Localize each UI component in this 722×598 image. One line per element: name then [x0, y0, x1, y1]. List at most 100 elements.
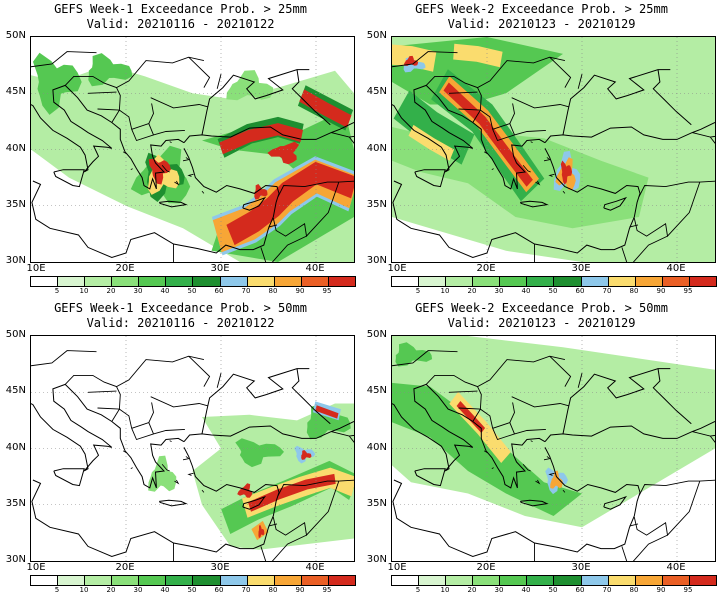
coastline — [414, 169, 446, 188]
lon-label: 10E — [387, 263, 407, 274]
lon-label: 10E — [26, 562, 46, 573]
colorbar-swatch — [634, 576, 662, 585]
island — [169, 440, 172, 443]
probability-shade — [404, 55, 419, 66]
colorbar-label: 20 — [106, 586, 116, 594]
lat-label: 45N — [366, 86, 387, 98]
border-line — [260, 247, 267, 262]
coastline — [519, 200, 549, 208]
colorbar-label: 5 — [415, 287, 421, 295]
coastline — [242, 495, 267, 510]
coastline — [201, 368, 310, 434]
colorbar-swatch — [607, 277, 635, 286]
island — [161, 463, 170, 472]
colorbar-swatch — [111, 576, 139, 585]
lat-label: 30N — [5, 255, 26, 266]
lat-label: 30N — [366, 554, 387, 565]
coastline — [392, 84, 474, 173]
colorbar-label: 50 — [548, 586, 558, 594]
lat-label: 35N — [5, 497, 26, 509]
border-line — [64, 56, 204, 89]
probability-shade — [395, 342, 433, 367]
coastline — [562, 368, 671, 434]
probability-shade — [148, 158, 171, 185]
colorbar-label: 20 — [467, 287, 477, 295]
island — [161, 164, 170, 173]
island — [543, 456, 551, 461]
colorbar-label: 30 — [494, 586, 504, 594]
coastline — [392, 479, 641, 558]
island — [174, 479, 180, 485]
colorbar-label: 60 — [575, 586, 585, 594]
coastline — [291, 368, 331, 425]
lon-label: 40E — [666, 263, 686, 274]
border-line — [148, 402, 154, 423]
colorbar-label: 30 — [133, 287, 143, 295]
colorbar-label: 40 — [160, 586, 170, 594]
lon-label: 40E — [305, 562, 325, 573]
island — [543, 157, 551, 162]
coastline — [31, 479, 280, 558]
panel-title: GEFS Week-1 Exceedance Prob. > 50mm — [54, 301, 307, 315]
border-line — [131, 422, 154, 435]
colorbar-label: 95 — [683, 586, 693, 594]
island — [530, 141, 533, 144]
colorbar-swatch — [634, 277, 662, 286]
colorbar-label: 70 — [241, 287, 251, 295]
lat-label: 45N — [5, 385, 26, 397]
colorbar-swatch — [472, 277, 500, 286]
border-line — [629, 523, 639, 527]
probability-shade — [267, 141, 300, 165]
lat-label: 50N — [5, 30, 26, 41]
colorbar-label: 5 — [415, 586, 421, 594]
colorbar-label: 20 — [467, 586, 477, 594]
lon-label: 30E — [571, 562, 591, 573]
colorbar-label: 5 — [54, 287, 60, 295]
coastline — [64, 384, 185, 489]
coastline — [158, 200, 188, 208]
colorbar-swatch — [526, 277, 554, 286]
colorbar-swatch — [219, 576, 247, 585]
island — [535, 479, 541, 485]
probability-shade — [148, 455, 177, 492]
coastline — [562, 69, 671, 135]
colorbar-label: 40 — [160, 287, 170, 295]
border-line — [492, 123, 515, 136]
colorbar-swatch — [300, 277, 328, 286]
colorbar-swatch — [84, 277, 112, 286]
border-line — [277, 136, 354, 198]
border-line — [148, 103, 154, 124]
colorbar-swatch — [138, 576, 166, 585]
colorbar-label: 80 — [268, 586, 278, 594]
map-area — [30, 36, 355, 263]
colorbar-label: 30 — [133, 586, 143, 594]
coastline — [31, 383, 113, 472]
colorbar-swatch — [273, 277, 301, 286]
island — [491, 467, 494, 470]
coastline — [183, 447, 280, 493]
border-line — [448, 91, 478, 94]
border-line — [621, 546, 628, 561]
lat-label: 30N — [366, 255, 387, 266]
coastline — [392, 180, 641, 259]
island — [491, 168, 494, 171]
colorbar-label: 40 — [521, 287, 531, 295]
lat-label: 35N — [5, 198, 26, 210]
border-line — [97, 108, 120, 111]
border-line — [392, 350, 458, 367]
colorbar-swatch — [472, 576, 500, 585]
lat-label: 35N — [366, 198, 387, 210]
border-line — [150, 97, 208, 109]
map-panel-4: GEFS Week-2 Exceedance Prob. > 50mm Vali… — [361, 299, 722, 598]
map-svg — [392, 336, 715, 561]
map-area — [391, 335, 716, 562]
colorbar-label: 90 — [295, 586, 305, 594]
colorbar-label: 95 — [322, 586, 332, 594]
border-line — [271, 534, 307, 561]
border-line — [458, 108, 481, 111]
panel-title: GEFS Week-1 Exceedance Prob. > 25mm — [54, 2, 307, 16]
colorbar-label: 30 — [494, 287, 504, 295]
border-line — [511, 97, 569, 109]
probability-shade — [560, 160, 573, 185]
probability-shade — [219, 123, 303, 155]
